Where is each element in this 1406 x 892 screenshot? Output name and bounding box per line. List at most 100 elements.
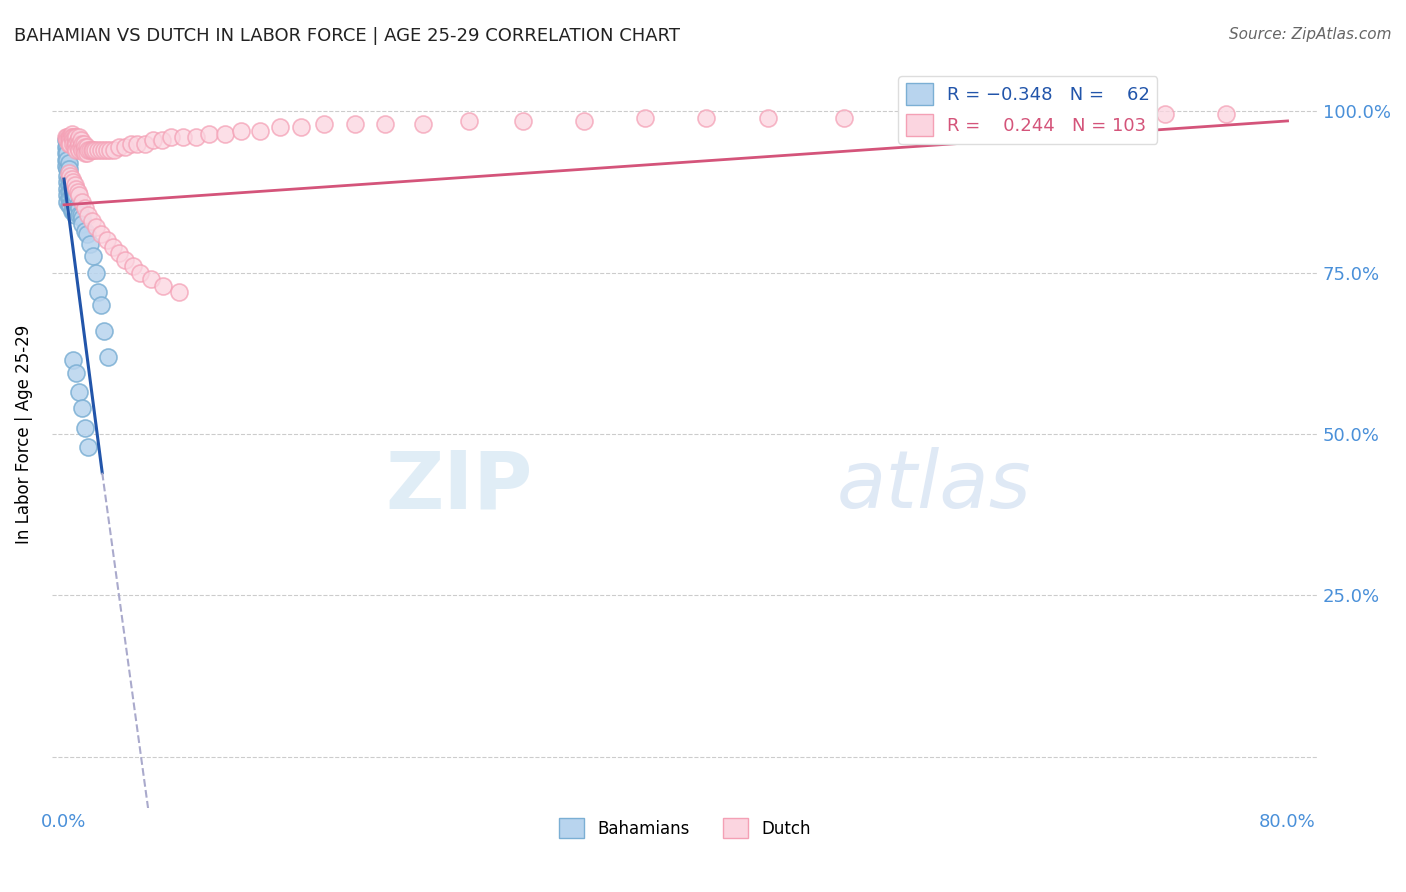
Point [986,107,1008,121]
Point [114,140,136,154]
Point [90,298,112,312]
Point [58,178,80,193]
Point [67,130,90,145]
Point [67,143,90,157]
Point [75,140,97,154]
Point [634,111,657,125]
Point [60,127,83,141]
Point [60,188,83,202]
Point [231,123,253,137]
Point [75,420,97,434]
Point [90,227,112,241]
Point [56,153,79,167]
Point [59,185,82,199]
Point [93,324,115,338]
Point [58,136,80,151]
Point [62,133,84,147]
Point [150,133,173,147]
Point [56,133,79,147]
Point [69,208,91,222]
Point [60,182,83,196]
Point [56,175,79,189]
Point [62,191,84,205]
Point [79,236,101,251]
Point [184,130,207,145]
Point [86,143,108,157]
Point [63,130,86,145]
Point [69,140,91,154]
Point [67,188,90,202]
Point [249,123,271,137]
Point [695,111,717,125]
Point [910,111,932,125]
Point [55,130,77,145]
Text: atlas: atlas [837,448,1032,525]
Point [312,117,335,131]
Point [572,114,595,128]
Point [67,385,90,400]
Point [60,194,83,209]
Point [56,140,79,154]
Point [66,198,89,212]
Point [58,162,80,177]
Point [75,146,97,161]
Point [58,156,80,170]
Point [65,136,87,151]
Point [76,227,98,241]
Point [55,140,77,154]
Point [108,140,131,154]
Point [59,172,82,186]
Point [86,285,108,299]
Point [59,169,82,183]
Point [56,133,79,147]
Point [512,114,534,128]
Point [96,233,118,247]
Point [58,198,80,212]
Point [65,182,87,196]
Point [72,143,94,157]
Point [58,185,80,199]
Point [114,252,136,267]
Point [59,198,82,212]
Point [62,130,84,145]
Point [66,133,89,147]
Point [59,136,82,151]
Point [108,246,131,260]
Point [73,136,96,151]
Point [83,143,105,157]
Point [72,211,94,225]
Point [129,266,152,280]
Y-axis label: In Labor Force | Age 25-29: In Labor Force | Age 25-29 [15,325,32,543]
Point [121,259,143,273]
Point [56,182,79,196]
Point [72,194,94,209]
Point [63,185,86,199]
Point [127,136,149,151]
Point [55,153,77,167]
Point [67,208,90,222]
Point [82,250,104,264]
Point [1070,107,1092,121]
Point [1154,107,1177,121]
Point [65,366,87,380]
Point [62,178,84,193]
Point [98,143,121,157]
Point [269,120,291,135]
Point [60,172,83,186]
Point [63,208,86,222]
Point [66,185,89,199]
Point [120,136,142,151]
Point [77,440,100,454]
Point [69,133,91,147]
Point [63,136,86,151]
Point [101,240,124,254]
Point [60,175,83,189]
Point [141,272,163,286]
Point [66,140,89,154]
Point [63,178,86,193]
Point [152,278,174,293]
Point [59,130,82,145]
Point [82,143,104,157]
Point [80,214,103,228]
Text: Source: ZipAtlas.com: Source: ZipAtlas.com [1229,27,1392,42]
